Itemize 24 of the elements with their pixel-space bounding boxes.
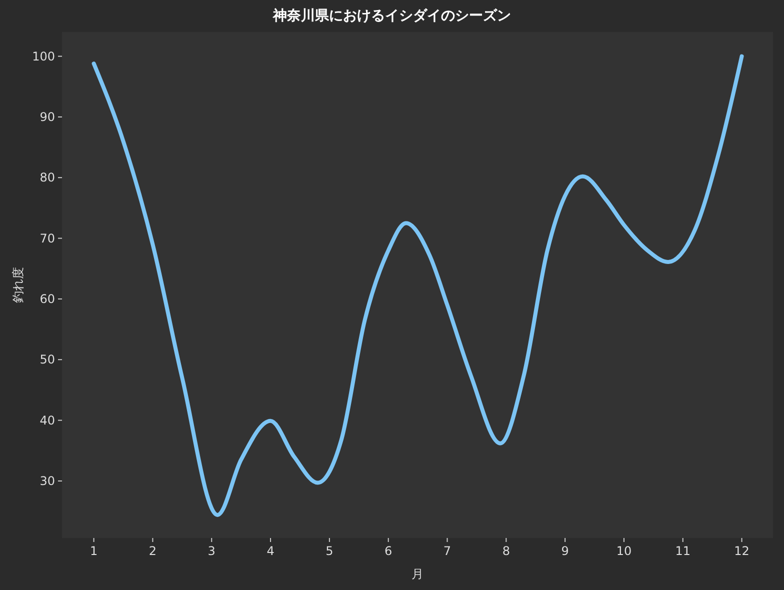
x-tick-label: 8 [502,544,510,558]
y-tick-label: 40 [40,413,55,428]
x-tick-label: 11 [675,544,691,558]
y-tick-label: 90 [40,110,55,124]
y-axis-title: 釣れ度 [11,267,25,303]
y-tick-label: 80 [40,170,55,185]
y-tick-label: 60 [40,292,55,306]
x-tick-label: 2 [148,544,157,558]
chart-title: 神奈川県におけるイシダイのシーズン [272,7,511,24]
x-tick-label: 9 [561,544,569,558]
x-tick-label: 7 [443,544,452,558]
line-series [92,54,744,517]
x-tick-label: 10 [616,544,632,558]
y-tick-label: 30 [40,474,55,488]
x-tick-label: 5 [326,544,334,558]
x-tick-label: 1 [90,544,98,558]
x-axis-title: 月 [412,567,424,581]
y-tick-label: 100 [32,49,55,64]
y-tick-label: 50 [40,352,55,367]
x-tick-label: 4 [266,544,274,558]
x-tick-label: 3 [208,544,216,558]
y-tick-label: 70 [40,231,55,246]
x-tick-label: 6 [384,544,392,558]
x-tick-label: 12 [734,544,750,558]
